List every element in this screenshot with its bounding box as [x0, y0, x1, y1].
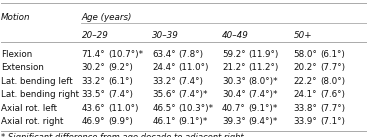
- Text: 24.4°: 24.4°: [152, 63, 176, 72]
- Text: (8.0°): (8.0°): [320, 77, 345, 86]
- Text: 40.7°: 40.7°: [222, 104, 246, 113]
- Text: (9.2°): (9.2°): [108, 63, 133, 72]
- Text: 33.8°: 33.8°: [294, 104, 317, 113]
- Text: (10.7°)*: (10.7°)*: [108, 50, 143, 59]
- Text: 21.2°: 21.2°: [222, 63, 246, 72]
- Text: 33.2°: 33.2°: [152, 77, 176, 86]
- Text: (9.1°)*: (9.1°)*: [248, 104, 278, 113]
- Text: 22.2°: 22.2°: [294, 77, 317, 86]
- Text: 30.2°: 30.2°: [81, 63, 105, 72]
- Text: 58.0°: 58.0°: [294, 50, 317, 59]
- Text: (11.2°): (11.2°): [248, 63, 279, 72]
- Text: 46.5°: 46.5°: [152, 104, 176, 113]
- Text: 20–29: 20–29: [81, 31, 108, 40]
- Text: 63.4°: 63.4°: [152, 50, 176, 59]
- Text: 46.1°: 46.1°: [152, 117, 176, 126]
- Text: (8.0°)*: (8.0°)*: [248, 77, 278, 86]
- Text: 39.3°: 39.3°: [222, 117, 246, 126]
- Text: 35.6°: 35.6°: [152, 90, 176, 99]
- Text: 33.5°: 33.5°: [81, 90, 105, 99]
- Text: 33.9°: 33.9°: [294, 117, 317, 126]
- Text: (7.4°)*: (7.4°)*: [248, 90, 278, 99]
- Text: Lat. bending right: Lat. bending right: [1, 90, 79, 99]
- Text: Axial rot. left: Axial rot. left: [1, 104, 57, 113]
- Text: 46.9°: 46.9°: [81, 117, 105, 126]
- Text: (6.1°): (6.1°): [108, 77, 133, 86]
- Text: (10.3°)*: (10.3°)*: [179, 104, 214, 113]
- Text: 30.4°: 30.4°: [222, 90, 246, 99]
- Text: (7.8°): (7.8°): [179, 50, 204, 59]
- Text: Extension: Extension: [1, 63, 44, 72]
- Text: Lat. bending left: Lat. bending left: [1, 77, 72, 86]
- Text: Flexion: Flexion: [1, 50, 32, 59]
- Text: (11.9°): (11.9°): [248, 50, 279, 59]
- Text: (7.6°): (7.6°): [320, 90, 345, 99]
- Text: (7.7°): (7.7°): [320, 104, 345, 113]
- Text: 20.2°: 20.2°: [294, 63, 317, 72]
- Text: (7.7°): (7.7°): [320, 63, 345, 72]
- Text: 30–39: 30–39: [152, 31, 179, 40]
- Text: 43.6°: 43.6°: [81, 104, 105, 113]
- Text: (9.4°)*: (9.4°)*: [248, 117, 278, 126]
- Text: * Significant difference from age decade to adjacent right: * Significant difference from age decade…: [1, 133, 243, 137]
- Text: (11.0°): (11.0°): [108, 104, 138, 113]
- Text: (9.9°): (9.9°): [108, 117, 133, 126]
- Text: 30.3°: 30.3°: [222, 77, 246, 86]
- Text: (7.4°): (7.4°): [179, 77, 204, 86]
- Text: 40–49: 40–49: [222, 31, 249, 40]
- Text: 59.2°: 59.2°: [222, 50, 246, 59]
- Text: Age (years): Age (years): [81, 13, 132, 22]
- Text: (7.1°): (7.1°): [320, 117, 345, 126]
- Text: Axial rot. right: Axial rot. right: [1, 117, 63, 126]
- Text: (11.0°): (11.0°): [179, 63, 209, 72]
- Text: 50+: 50+: [294, 31, 312, 40]
- Text: (6.1°): (6.1°): [320, 50, 345, 59]
- Text: 71.4°: 71.4°: [81, 50, 105, 59]
- Text: 33.2°: 33.2°: [81, 77, 105, 86]
- Text: Motion: Motion: [1, 13, 30, 22]
- Text: (7.4°): (7.4°): [108, 90, 133, 99]
- Text: 24.1°: 24.1°: [294, 90, 317, 99]
- Text: (7.4°)*: (7.4°)*: [179, 90, 208, 99]
- Text: (9.1°)*: (9.1°)*: [179, 117, 208, 126]
